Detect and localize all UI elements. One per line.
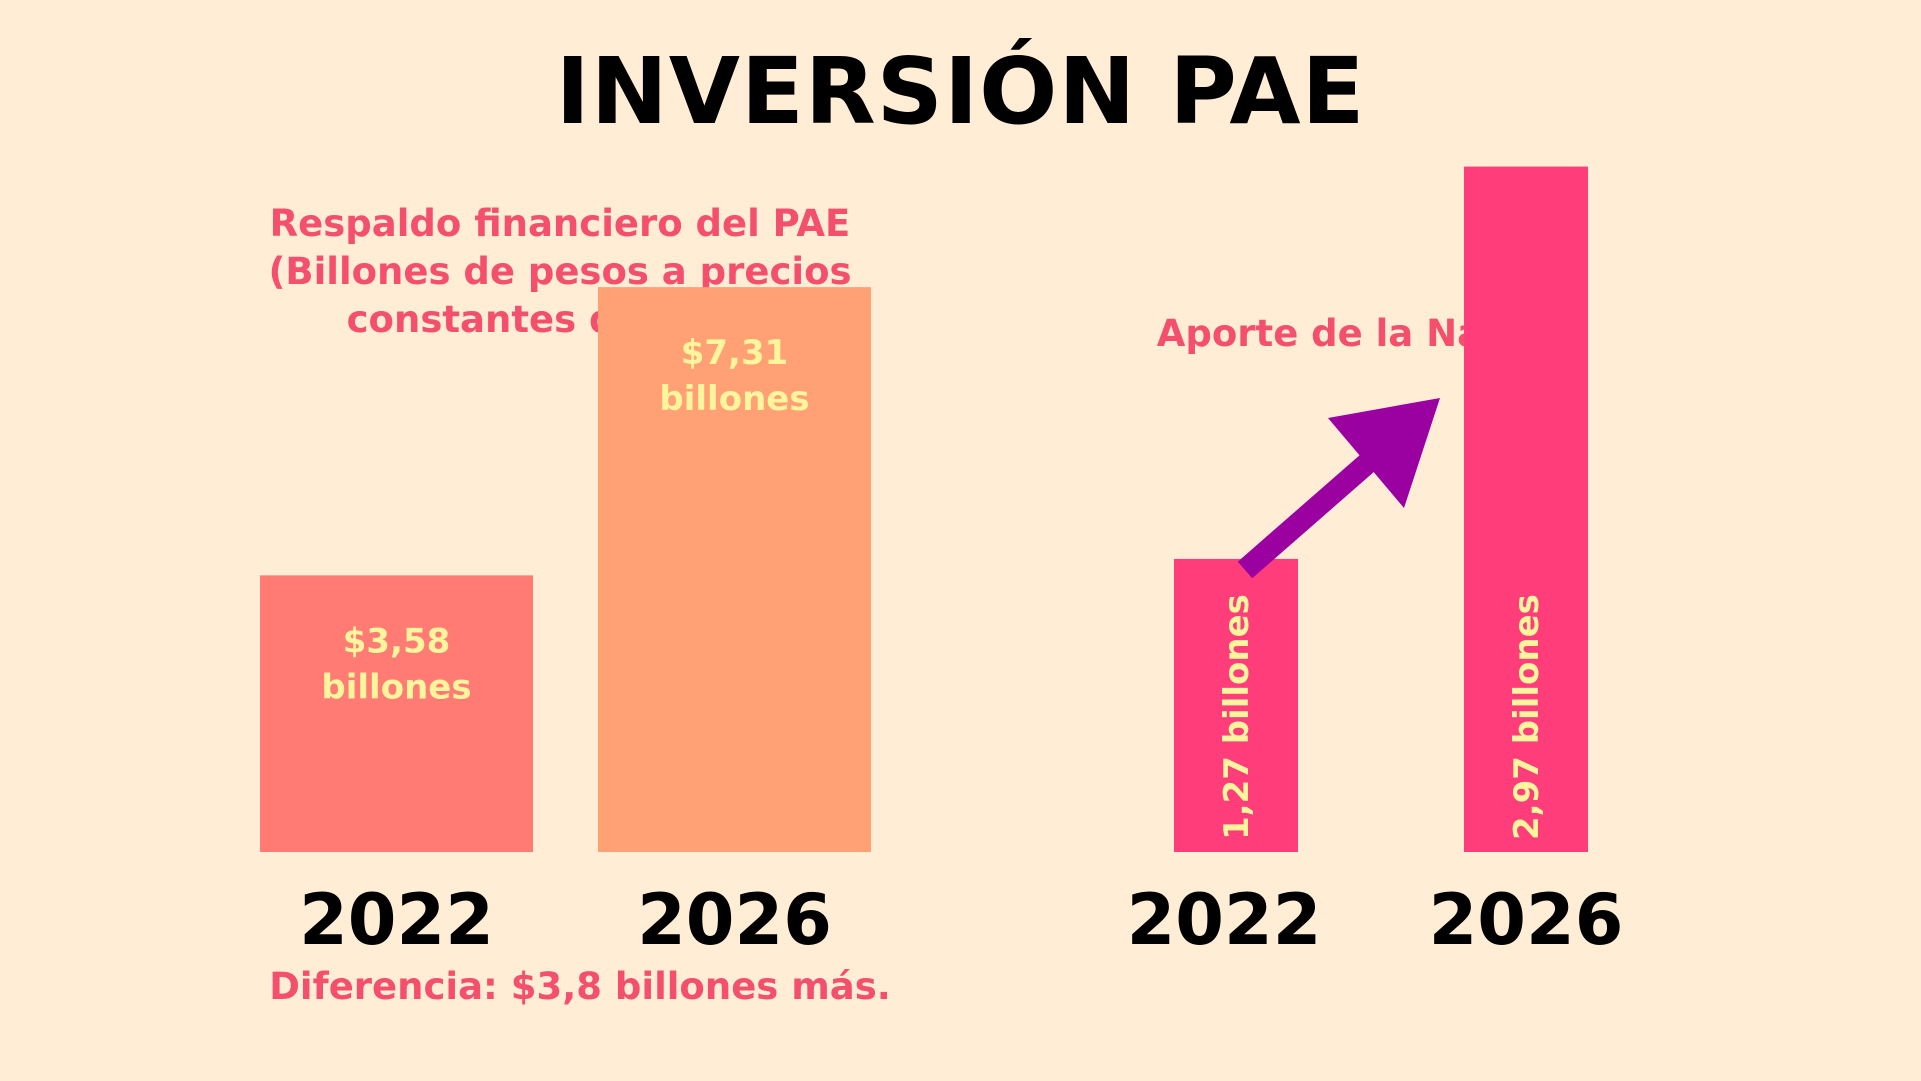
left-bar-2022 <box>260 575 533 852</box>
difference-note: Diferencia: $3,8 billones más. <box>269 965 891 1008</box>
left-chart-title-line-2: (Billones de pesos a precios <box>268 250 852 293</box>
page-title: INVERSIÓN PAE <box>555 38 1366 145</box>
increase-arrow-head <box>1328 398 1440 508</box>
right-value-label-2026: 2,97 billones <box>1507 594 1547 840</box>
right-bar-2026 <box>1464 166 1588 853</box>
left-value-label-2026: $7,31 billones <box>659 333 809 419</box>
left-year-label-2026: 2026 <box>637 879 832 961</box>
right-year-label-2026: 2026 <box>1429 879 1624 961</box>
increase-arrow-shaft <box>1237 443 1388 579</box>
right-bar-2022 <box>1174 558 1298 852</box>
left-value-label-2022: $3,58 billones <box>321 621 471 707</box>
left-chart-title-line-1: Respaldo financiero del PAE <box>269 202 851 245</box>
right-year-label-2022: 2022 <box>1127 879 1322 961</box>
left-year-label-2022: 2022 <box>299 879 494 961</box>
left-bar-2026 <box>598 287 871 852</box>
right-value-label-2022: 1,27 billones <box>1217 594 1257 840</box>
